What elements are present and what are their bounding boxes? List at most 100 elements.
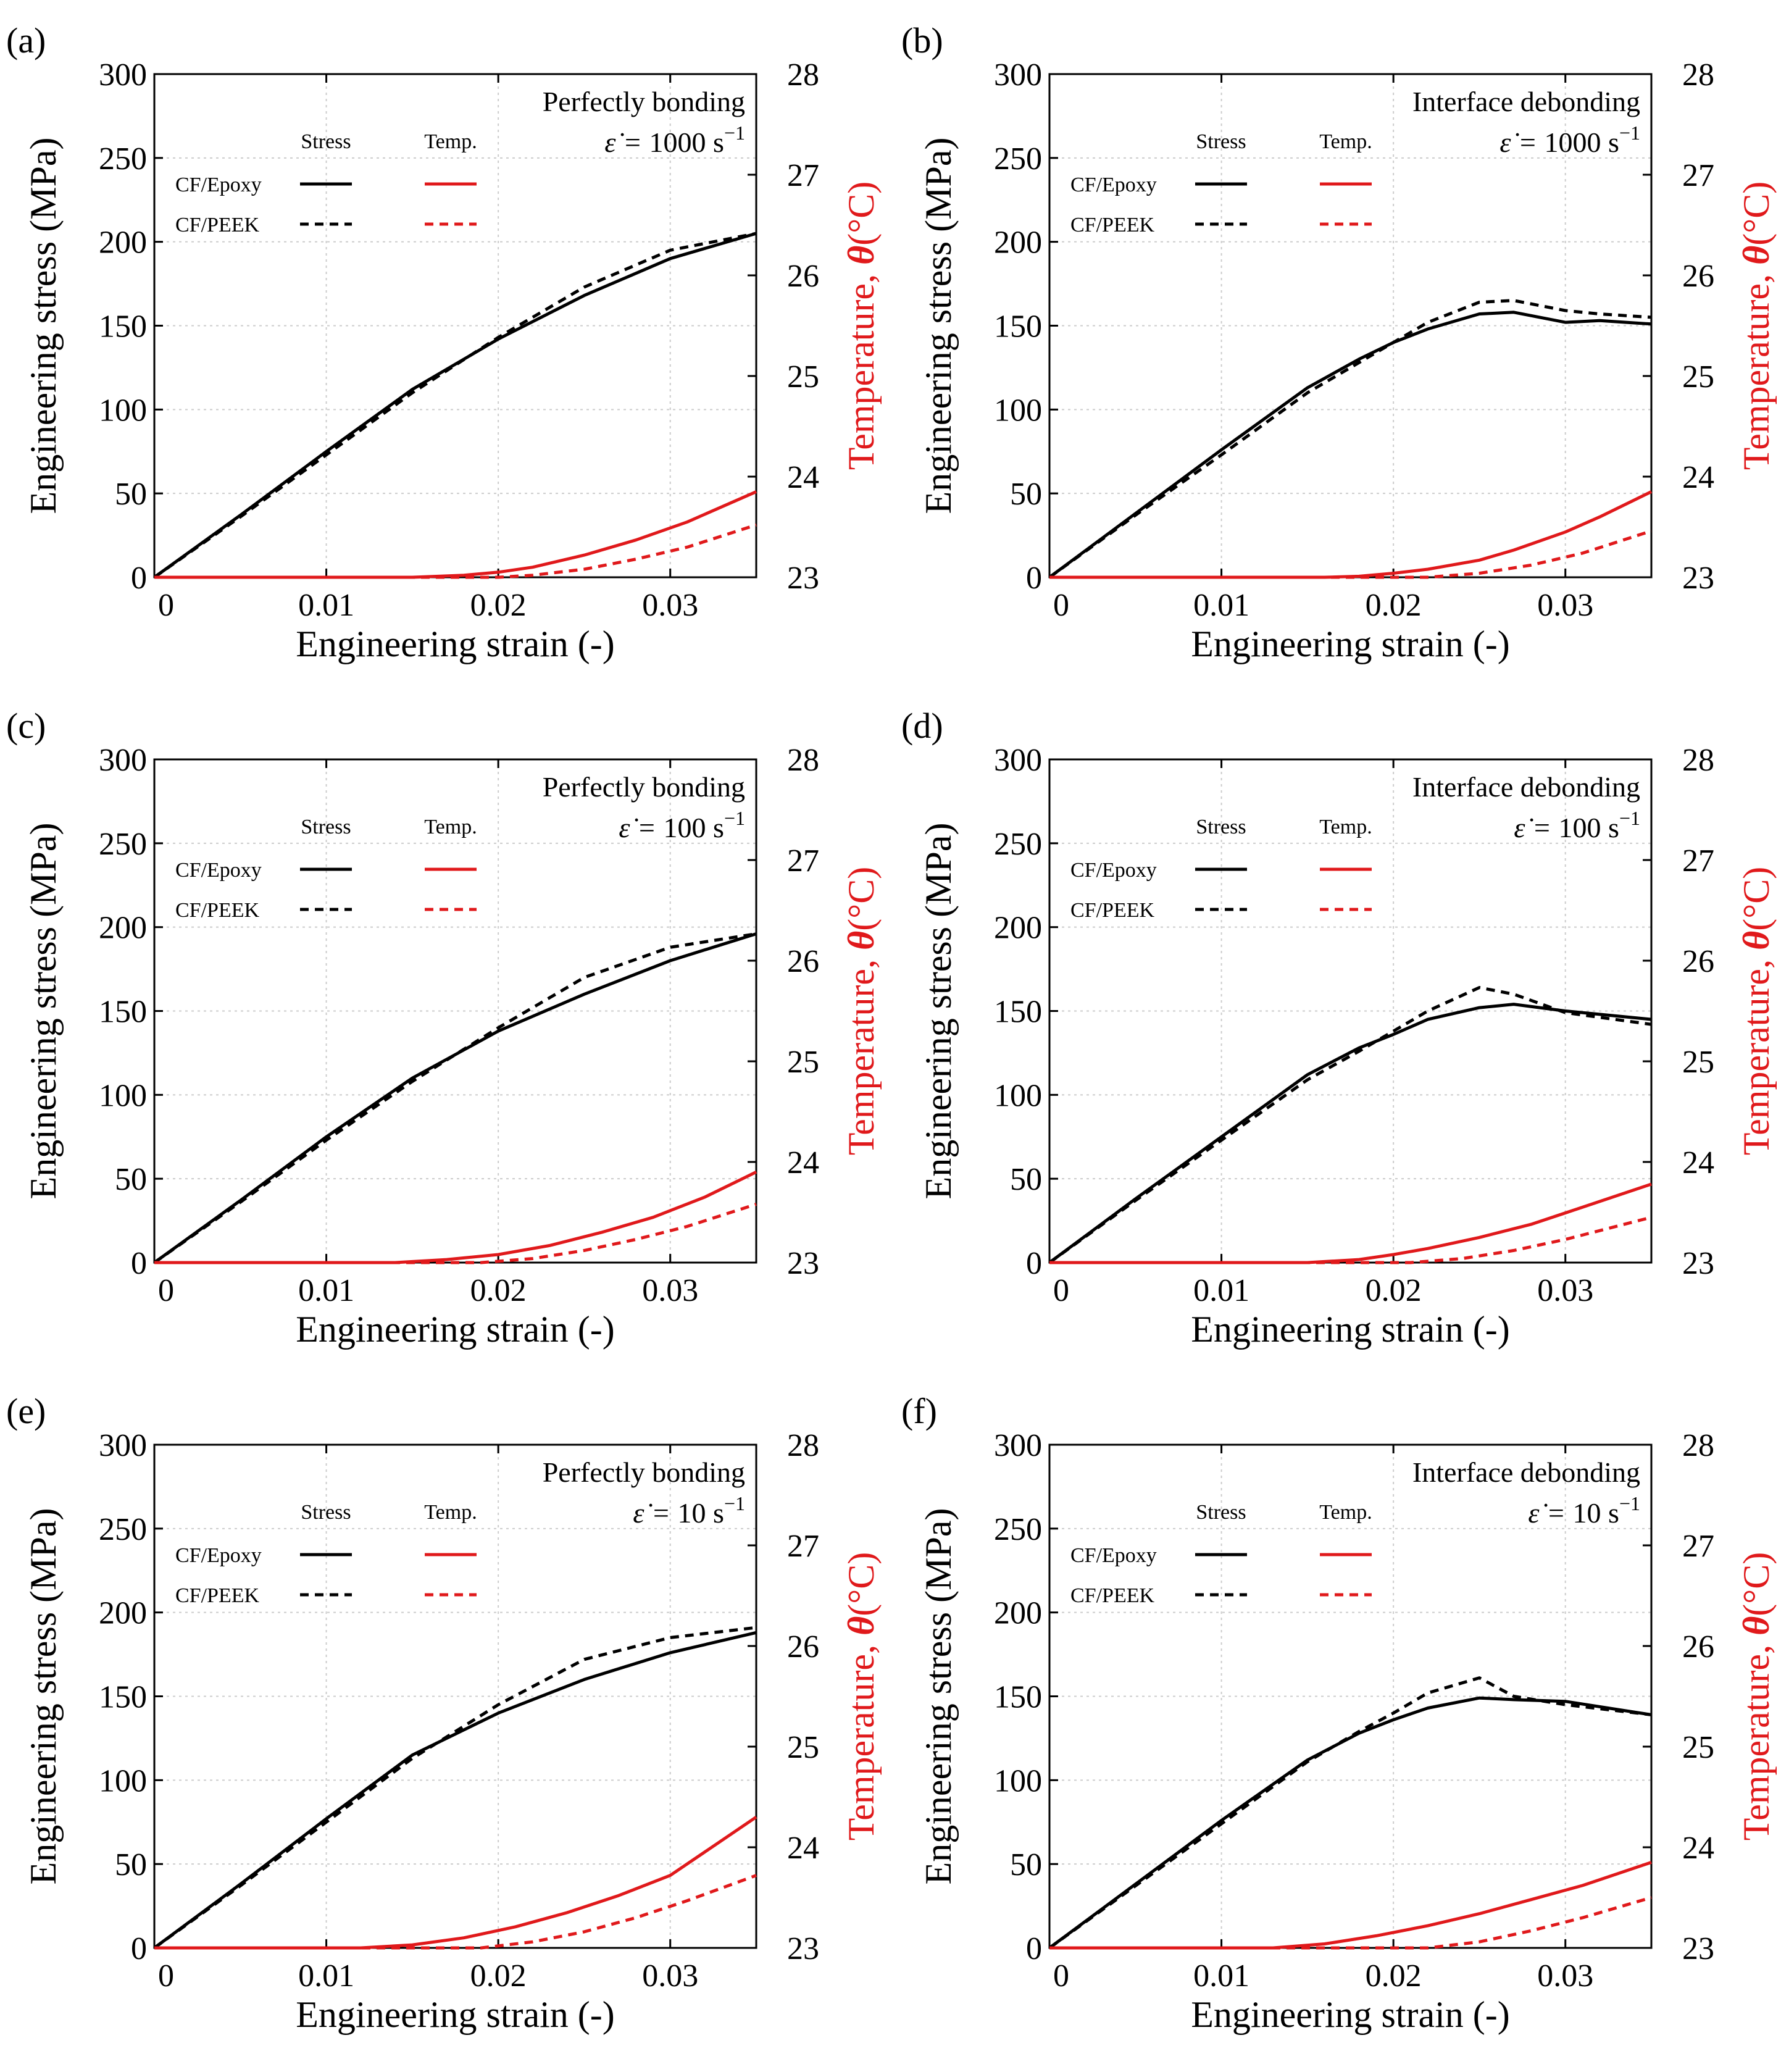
x-tick-label: 0.02: [470, 1958, 527, 1994]
rate-prefix: ε̇ =: [619, 812, 663, 843]
rate-prefix: ε̇ =: [633, 1497, 677, 1529]
y-tick-label: 50: [1010, 1847, 1042, 1882]
x-axis-label: Engineering strain (-): [1191, 1309, 1509, 1350]
chart-panel-b: (b) 0 0.01 0.02 0.03 0 50 100 150 200 250 300 23 24 25…: [895, 20, 1778, 679]
y2-label-prefix: Temperature,: [841, 265, 882, 470]
series-line-cf-peek-stress: [1048, 299, 1652, 579]
y2-tick-label: 23: [787, 1246, 819, 1281]
y2-tick-label: 24: [787, 1145, 819, 1180]
y2-label-symbol: θ: [841, 931, 882, 950]
legend: Stress Temp. CF/Epoxy CF/PEEK: [1070, 816, 1372, 922]
x-tick-label: 0.01: [1193, 588, 1249, 623]
series-line-cf-epoxy-stress: [153, 1631, 757, 1950]
y2-tick-label: 28: [1682, 57, 1714, 93]
legend: Stress Temp. CF/Epoxy CF/PEEK: [175, 130, 477, 236]
series-line-cf-epoxy-stress: [153, 932, 757, 1264]
legend-label-peek: CF/PEEK: [1070, 1584, 1154, 1607]
rate-value: 10 s: [678, 1497, 724, 1529]
x-tick-label: 0.01: [1193, 1273, 1249, 1308]
rate-exponent: −1: [1619, 1492, 1640, 1514]
legend-header-temp: Temp.: [1319, 1501, 1372, 1524]
y-tick-label: 300: [994, 743, 1042, 778]
y2-label-prefix: Temperature,: [841, 950, 882, 1155]
y2-tick-label: 26: [787, 259, 819, 294]
y2-axis-label: Temperature, θ(°C): [841, 182, 882, 470]
rate-prefix: ε̇ =: [604, 127, 649, 158]
chart-panel-d: (d) 0 0.01 0.02 0.03 0 50 100 150 200 250 300 23 24 25…: [895, 706, 1778, 1364]
x-tick-label: 0: [1053, 1958, 1069, 1994]
x-axis-label: Engineering strain (-): [1191, 1994, 1509, 2035]
y2-label-symbol: θ: [841, 1616, 882, 1635]
panel-label: (e): [6, 1391, 46, 1431]
series-line-cf-peek-stress: [153, 1626, 757, 1950]
y2-tick-label: 27: [1682, 1529, 1714, 1564]
rate-prefix: ε̇ =: [1528, 1497, 1572, 1529]
rate-exponent: −1: [724, 1492, 745, 1514]
y-tick-label: 100: [99, 1078, 147, 1113]
y2-label-unit: (°C): [1736, 182, 1777, 246]
y-tick-label: 100: [994, 1763, 1042, 1798]
y-tick-label: 50: [115, 1162, 147, 1197]
x-tick-label: 0: [158, 1273, 174, 1308]
panel-label: (d): [901, 706, 943, 746]
condition-annotation: Interface debonding: [1412, 1456, 1640, 1488]
legend-label-epoxy: CF/Epoxy: [1070, 173, 1157, 196]
rate-exponent: −1: [1619, 122, 1640, 144]
y2-tick-label: 24: [1682, 460, 1714, 495]
legend-label-epoxy: CF/Epoxy: [175, 859, 262, 882]
series-line-cf-epoxy-stress: [1048, 1003, 1652, 1264]
strain-rate-annotation: ε̇ = 1000 s−1: [1499, 122, 1640, 158]
y-tick-label: 250: [99, 827, 147, 862]
y2-label-symbol: θ: [841, 246, 882, 265]
y-tick-label: 50: [115, 1847, 147, 1882]
y-tick-label: 200: [99, 1596, 147, 1631]
y2-tick-label: 28: [787, 743, 819, 778]
x-tick-label: 0.02: [470, 1273, 527, 1308]
y2-tick-label: 24: [787, 460, 819, 495]
y2-tick-label: 23: [1682, 561, 1714, 596]
y2-tick-label: 24: [1682, 1145, 1714, 1180]
panel-label: (a): [6, 20, 46, 61]
y2-axis-label: Temperature, θ(°C): [841, 867, 882, 1155]
panel-label: (f): [901, 1391, 937, 1431]
condition-annotation: Perfectly bonding: [543, 86, 745, 117]
chart-panel-f: (f) 0 0.01 0.02 0.03 0 50 100 150 200 250 300 23 24 25…: [895, 1391, 1778, 2050]
y-axis-label: Engineering stress (MPa): [23, 823, 64, 1200]
y2-tick-label: 28: [787, 57, 819, 93]
legend-header-stress: Stress: [301, 816, 351, 838]
legend-label-peek: CF/PEEK: [1070, 899, 1154, 922]
x-tick-label: 0.03: [642, 588, 698, 623]
y-axis-label: Engineering stress (MPa): [918, 1508, 959, 1885]
series-line-cf-epoxy-temp: [154, 1171, 757, 1264]
y-tick-label: 300: [994, 1428, 1042, 1463]
y-tick-label: 50: [1010, 1162, 1042, 1197]
y2-tick-label: 27: [787, 843, 819, 879]
series-line-cf-peek-temp: [154, 1203, 757, 1264]
chart-svg-b: (b) 0 0.01 0.02 0.03 0 50 100 150 200 250 300 23 24 25…: [901, 20, 1777, 664]
y-tick-label: 250: [994, 141, 1042, 177]
series-line-cf-epoxy-stress: [1048, 311, 1652, 579]
chart-panel-c: (c) 0 0.01 0.02 0.03 0 50 100 150 200 250 300 23 24 25…: [0, 706, 883, 1364]
y2-tick-label: 26: [1682, 1629, 1714, 1665]
y2-label-prefix: Temperature,: [1736, 950, 1777, 1155]
chart-svg-c: (c) 0 0.01 0.02 0.03 0 50 100 150 200 250 300 23 24 25…: [6, 706, 882, 1350]
x-tick-label: 0.01: [298, 1958, 354, 1994]
y2-tick-label: 25: [1682, 359, 1714, 395]
series-line-cf-peek-temp: [1049, 1896, 1652, 1950]
strain-rate-annotation: ε̇ = 100 s−1: [619, 807, 745, 843]
y-tick-label: 50: [1010, 477, 1042, 512]
panel-label: (c): [6, 706, 46, 746]
x-tick-label: 0.03: [642, 1273, 698, 1308]
y2-label-unit: (°C): [841, 1552, 882, 1616]
y-tick-label: 100: [994, 1078, 1042, 1113]
legend-header-stress: Stress: [1196, 130, 1246, 153]
y2-tick-label: 23: [787, 561, 819, 596]
series-line-cf-peek-temp: [154, 1874, 757, 1950]
y2-tick-label: 25: [1682, 1045, 1714, 1080]
y-tick-label: 150: [994, 1680, 1042, 1715]
y2-axis-label: Temperature, θ(°C): [1736, 867, 1777, 1155]
strain-rate-annotation: ε̇ = 10 s−1: [1528, 1492, 1640, 1529]
legend-header-stress: Stress: [301, 130, 351, 153]
y2-tick-label: 26: [1682, 944, 1714, 979]
y-tick-label: 0: [131, 561, 147, 596]
